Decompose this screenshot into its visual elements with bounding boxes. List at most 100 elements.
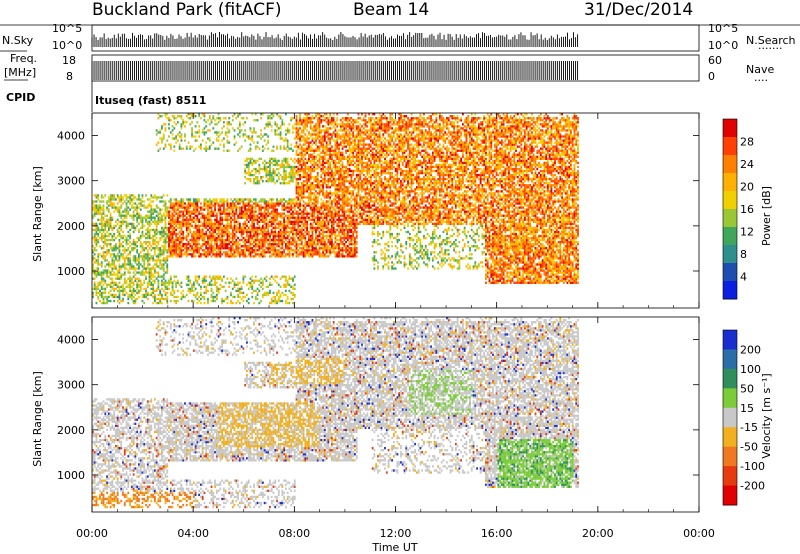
echo-cell bbox=[103, 217, 105, 219]
echo-cell bbox=[165, 261, 167, 263]
echo-cell bbox=[119, 269, 121, 271]
echo-cell bbox=[147, 261, 149, 263]
echo-cell bbox=[111, 253, 113, 255]
echo-cell bbox=[158, 273, 160, 275]
echo-cell bbox=[216, 229, 218, 231]
echo-cell bbox=[122, 231, 124, 233]
echo-cell bbox=[189, 200, 191, 202]
echo-cell bbox=[138, 290, 140, 292]
echo-cell bbox=[152, 286, 154, 288]
echo-cell bbox=[181, 233, 183, 235]
echo-cell bbox=[182, 225, 184, 227]
echo-cell bbox=[149, 276, 151, 278]
echo-cell bbox=[147, 267, 149, 269]
echo-cell bbox=[189, 204, 191, 206]
echo-cell bbox=[138, 213, 140, 215]
echo-cell bbox=[172, 245, 174, 247]
echo-cell bbox=[136, 282, 138, 284]
echo-cell bbox=[117, 229, 119, 231]
echo-cell bbox=[113, 245, 115, 247]
echo-cell bbox=[170, 204, 172, 206]
echo-cell bbox=[142, 231, 144, 233]
echo-cell bbox=[219, 221, 221, 223]
echo-cell bbox=[110, 284, 112, 286]
echo-cell bbox=[119, 286, 121, 288]
echo-cell bbox=[138, 223, 140, 225]
echo-cell bbox=[219, 241, 221, 243]
echo-cell bbox=[147, 241, 149, 243]
echo-cell bbox=[211, 237, 213, 239]
echo-cell bbox=[211, 223, 213, 225]
echo-cell bbox=[186, 198, 188, 200]
echo-cell bbox=[108, 271, 110, 273]
echo-cell bbox=[170, 119, 172, 121]
echo-cell bbox=[140, 215, 142, 217]
echo-cell bbox=[120, 300, 122, 302]
echo-cell bbox=[101, 286, 103, 288]
echo-cell bbox=[196, 202, 198, 204]
echo-cell bbox=[143, 217, 145, 219]
echo-cell bbox=[173, 253, 175, 255]
echo-cell bbox=[99, 282, 101, 284]
echo-cell bbox=[166, 300, 168, 302]
echo-cell bbox=[211, 249, 213, 251]
echo-cell bbox=[195, 198, 197, 200]
echo-cell bbox=[228, 239, 230, 241]
echo-cell bbox=[119, 208, 121, 210]
echo-cell bbox=[111, 294, 113, 296]
echo-cell bbox=[200, 117, 202, 119]
echo-cell bbox=[166, 267, 168, 269]
echo-cell bbox=[211, 284, 213, 286]
echo-cell bbox=[200, 225, 202, 227]
echo-cell bbox=[131, 290, 133, 292]
echo-cell bbox=[150, 237, 152, 239]
echo-cell bbox=[97, 239, 99, 241]
echo-cell bbox=[175, 219, 177, 221]
echo-cell bbox=[200, 253, 202, 255]
echo-cell bbox=[227, 202, 229, 204]
echo-cell bbox=[173, 300, 175, 302]
echo-cell bbox=[195, 231, 197, 233]
echo-cell bbox=[175, 249, 177, 251]
echo-cell bbox=[127, 239, 129, 241]
echo-cell bbox=[219, 200, 221, 202]
echo-cell bbox=[202, 253, 204, 255]
echo-cell bbox=[97, 229, 99, 231]
echo-cell bbox=[182, 243, 184, 245]
echo-cell bbox=[108, 200, 110, 202]
echo-cell bbox=[223, 247, 225, 249]
echo-cell bbox=[96, 204, 98, 206]
echo-cell bbox=[97, 296, 99, 298]
echo-cell bbox=[152, 241, 154, 243]
echo-cell bbox=[94, 273, 96, 275]
echo-cell bbox=[191, 225, 193, 227]
echo-cell bbox=[154, 241, 156, 243]
echo-cell bbox=[204, 223, 206, 225]
echo-cell bbox=[126, 239, 128, 241]
echo-cell bbox=[126, 206, 128, 208]
echo-cell bbox=[175, 229, 177, 231]
echo-cell bbox=[117, 284, 119, 286]
echo-cell bbox=[221, 200, 223, 202]
echo-cell bbox=[182, 237, 184, 239]
echo-cell bbox=[108, 276, 110, 278]
echo-cell bbox=[225, 247, 227, 249]
echo-cell bbox=[188, 221, 190, 223]
echo-cell bbox=[110, 225, 112, 227]
echo-cell bbox=[163, 231, 165, 233]
echo-cell bbox=[228, 286, 230, 288]
echo-cell bbox=[166, 227, 168, 229]
echo-cell bbox=[223, 251, 225, 253]
echo-cell bbox=[108, 198, 110, 200]
echo-cell bbox=[124, 290, 126, 292]
echo-cell bbox=[143, 253, 145, 255]
echo-cell bbox=[205, 221, 207, 223]
echo-cell bbox=[108, 233, 110, 235]
echo-cell bbox=[200, 286, 202, 288]
echo-cell bbox=[212, 298, 214, 300]
echo-cell bbox=[147, 204, 149, 206]
echo-cell bbox=[129, 237, 131, 239]
echo-cell bbox=[149, 259, 151, 261]
echo-cell bbox=[175, 247, 177, 249]
cpid-label: CPID bbox=[6, 91, 35, 104]
